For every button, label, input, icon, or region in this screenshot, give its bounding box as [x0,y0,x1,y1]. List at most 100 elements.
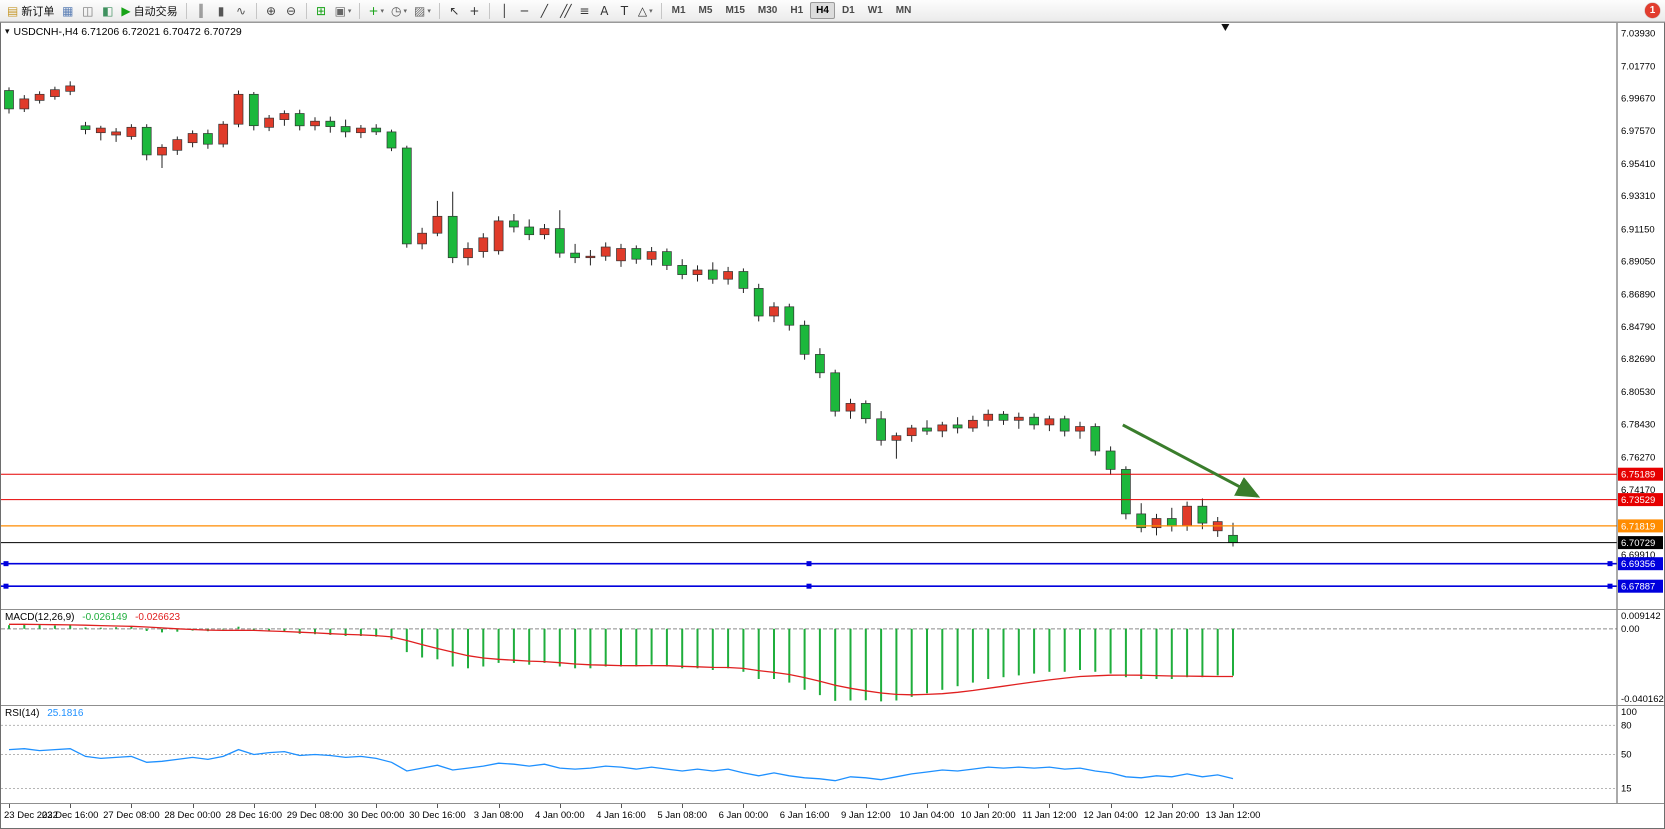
profiles-icon-button[interactable]: ◫ [78,2,97,20]
rsi-axis-label: 80 [1621,720,1632,731]
toolbar-separator [438,2,440,19]
cascade-windows-icon: ▣ [334,3,346,18]
bear-candle [631,248,642,260]
line-handle[interactable] [806,561,812,567]
line-handle[interactable] [3,561,9,567]
tile-windows-icon-button[interactable]: ⊞ [312,2,331,20]
bull-candle [279,113,290,120]
time-label: 12 Jan 20:00 [1144,810,1200,821]
bull-candle [1044,418,1055,426]
price-tag-label: 6.75189 [1621,470,1655,481]
time-tick [1049,804,1051,808]
time-axis[interactable]: 23 Dec 2022 23 Dec 16:00 27 Dec 08:00 28 De… [1,804,1664,828]
cascade-windows-icon-button[interactable]: ▣ ▾ [332,2,355,20]
text-label-icon-button[interactable]: T [615,2,634,20]
templates-icon-button[interactable]: ▨ ▾ [411,2,434,20]
time-label: 30 Dec 16:00 [409,810,466,821]
vertical-line-icon-button[interactable]: │ [495,2,514,20]
text-icon: A [600,3,609,18]
cursor-icon-button[interactable]: ↖ [445,2,464,20]
time-tick [498,804,500,808]
rsi-canvas[interactable]: 100 80 50 15 [1,706,1664,803]
line-chart-icon-button[interactable]: ∿ [232,2,251,20]
timeframe-w1[interactable]: W1 [867,5,883,16]
bull-candle [1182,505,1192,527]
trend-arrow[interactable] [1122,423,1261,498]
trendline-icon: ╱ [540,3,548,18]
bear-candle [1105,450,1116,470]
bar-chart-icon-button[interactable]: ║ [192,2,211,20]
text-icon-button[interactable]: A [595,2,614,20]
price-tag-label: 6.67887 [1621,582,1655,593]
shapes-icon-button[interactable]: △ ▾ [635,2,656,20]
line-chart-icon: ∿ [236,3,247,18]
zoom-out-icon-button[interactable]: ⊖ [282,2,301,20]
candlestick-chart-icon-button[interactable]: ▮ [212,2,231,20]
shapes-dropdown-icon[interactable]: ▾ [649,6,653,15]
time-tick [9,804,10,808]
cascade-windows-dropdown-icon[interactable]: ▾ [347,6,352,15]
line-handle[interactable] [1607,561,1613,567]
bull-candle [723,271,733,280]
timeframe-h1[interactable]: H1 [790,5,804,16]
price-chart-canvas[interactable]: 7.03930 7.01770 6.99670 6.97570 6.95410 6.933… [1,23,1664,609]
bull-candle [616,248,626,262]
price-tag [1618,493,1663,507]
periods-dropdown-icon[interactable]: ▾ [403,6,408,15]
indicators-dropdown-icon[interactable]: ▾ [380,6,385,15]
auto-trading-button[interactable]: ▶ 自动交易 [118,2,180,20]
periods-icon-button[interactable]: ◷ ▾ [388,2,410,20]
equidistant-channel-icon-button[interactable]: ╱╱ [555,2,574,20]
market-watch-icon-button[interactable]: ◧ [98,2,117,20]
bull-candle [845,403,856,412]
bull-candle [111,131,121,136]
time-tick [376,804,378,808]
price-tick-label: 7.03930 [1621,28,1655,39]
zoom-in-icon-button[interactable]: ⊕ [262,2,281,20]
chart-window-icon-button[interactable]: ▦ [58,2,77,20]
vertical-line-icon: │ [500,3,508,18]
price-chart-panel[interactable]: 7.03930 7.01770 6.99670 6.97570 6.95410 6.933… [1,23,1664,610]
macd-label: MACD(12,26,9) -0.026149 -0.026623 [5,612,185,623]
timeframe-d1[interactable]: D1 [841,5,855,16]
time-label: 10 Jan 20:00 [960,810,1016,821]
time-tick [253,804,255,808]
line-handle[interactable] [3,583,9,589]
time-label: 5 Jan 08:00 [657,810,708,821]
timeframe-m15[interactable]: M15 [725,5,745,16]
indicators-icon-button[interactable]: + ▾ [365,2,387,20]
price-tick-label: 6.99670 [1621,94,1655,105]
notification-badge[interactable]: 1 [1645,3,1660,18]
line-handle[interactable] [806,583,812,589]
bear-candle [4,90,14,110]
horizontal-line-icon-button[interactable]: ─ [515,2,534,20]
bear-candle [1136,513,1147,529]
timeframe-m1[interactable]: M1 [671,5,686,16]
timeframe-m5[interactable]: M5 [698,5,713,16]
bear-candle [141,126,152,156]
line-handle[interactable] [1607,583,1613,589]
timeframe-mn[interactable]: MN [895,5,912,16]
macd-canvas[interactable]: 0.009142 0.00 -0.040162 [1,610,1664,705]
timeframe-m30[interactable]: M30 [757,5,778,16]
auto-trading-label: 自动交易 [133,5,178,18]
time-label: 9 Jan 12:00 [840,810,891,821]
macd-panel[interactable]: 0.009142 0.00 -0.040162 MACD(12,26,9) -0.0… [1,610,1664,706]
price-tag [1618,579,1663,593]
new-order-button[interactable]: ▤ 新订单 [4,2,57,20]
trendline-icon-button[interactable]: ╱ [535,2,554,20]
rsi-label: RSI(14) 25.1816 [5,708,88,719]
rsi-panel[interactable]: 100 80 50 15 RSI(14) 25.1816 [1,706,1664,804]
fibonacci-icon-button[interactable]: ≡ [575,2,594,20]
price-tick-label: 6.74170 [1621,485,1655,496]
time-tick [804,804,806,808]
crosshair-icon-button[interactable]: + [465,2,484,20]
bull-candle [906,427,917,437]
timeframe-h4[interactable]: H4 [810,2,835,19]
chart-corner-marker-icon[interactable]: ▾ [5,27,10,37]
time-tick [131,804,133,808]
templates-dropdown-icon[interactable]: ▾ [427,6,431,15]
macd-signal-line [9,623,1233,696]
rsi-axis-label: 100 [1621,707,1637,718]
bull-candle [463,248,473,259]
